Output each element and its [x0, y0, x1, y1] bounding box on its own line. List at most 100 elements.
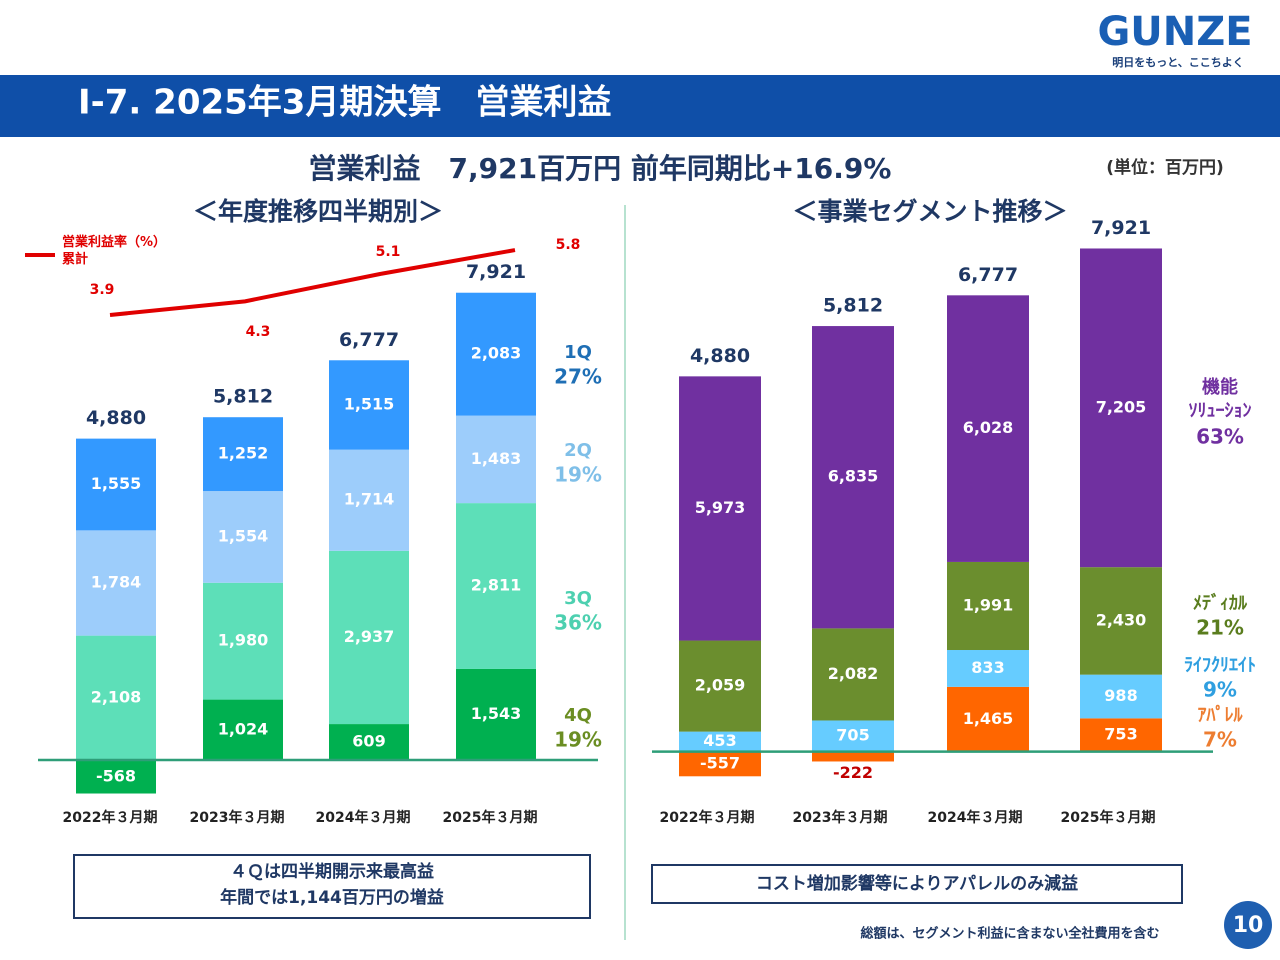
ratio-label: 5.1	[376, 244, 401, 260]
segment-label: 1,483	[471, 449, 522, 468]
legend-share: 19%	[554, 463, 602, 487]
bar-segment	[203, 582, 283, 700]
segment-label: 833	[971, 658, 1004, 677]
legend-share: 9%	[1203, 678, 1237, 702]
bar-segment	[76, 438, 156, 531]
legend-label: 2Q	[564, 440, 592, 461]
bar-segment	[203, 491, 283, 583]
note-box	[651, 864, 1183, 904]
segment-label: 609	[352, 732, 385, 751]
total-label: 6,777	[339, 329, 399, 351]
bar-segment	[329, 449, 409, 551]
note-line: コスト増加影響等によりアパレルのみ減益	[756, 873, 1078, 894]
bar-segment	[812, 628, 894, 721]
segment-label: 2,430	[1096, 610, 1147, 629]
note-box	[73, 854, 591, 919]
legend-label: ﾒﾃﾞｨｶﾙ	[1193, 592, 1248, 614]
bar-segment	[679, 640, 761, 732]
bar-segment	[947, 650, 1029, 687]
segment-label: 6,835	[828, 467, 879, 486]
legend-share: 7%	[1203, 728, 1237, 752]
ratio-label: 5.8	[556, 237, 581, 253]
segment-label: 5,973	[695, 498, 746, 517]
segment-label: 2,108	[91, 687, 142, 706]
bar-segment	[679, 731, 761, 752]
bar-segment	[76, 760, 156, 794]
legend-label: 1Q	[564, 342, 592, 363]
bar-segment	[1080, 718, 1162, 752]
total-label: 5,812	[823, 295, 883, 317]
summary: 営業利益 7,921百万円 前年同期比+16.9%	[309, 152, 892, 185]
segment-label: 2,082	[828, 664, 879, 683]
x-tick-label: 2023年３月期	[190, 809, 285, 826]
bar-segment	[947, 295, 1029, 562]
bar-segment	[76, 635, 156, 760]
bar-segment	[1080, 567, 1162, 675]
bar-segment	[812, 751, 894, 762]
segment-label: 2,937	[344, 627, 395, 646]
segment-label: 453	[703, 731, 736, 750]
bar-segment	[329, 724, 409, 760]
unit: (単位：百万円)	[1106, 157, 1224, 178]
segment-label: -557	[700, 753, 740, 772]
page-number: 10	[1233, 913, 1264, 938]
ratio-line	[109, 248, 516, 318]
total-label: 4,880	[86, 407, 146, 429]
bar-segment	[456, 415, 536, 504]
legend-share: 19%	[554, 728, 602, 752]
bar-segment	[947, 686, 1029, 752]
segment-label: 1,543	[471, 704, 522, 723]
bar-segment	[1080, 674, 1162, 719]
segment-label: 1,024	[218, 719, 269, 738]
text-line: 累計	[62, 250, 88, 266]
segment-label: 1,555	[91, 474, 142, 493]
legend-label: 3Q	[564, 588, 592, 609]
x-tick-label: 2024年３月期	[316, 809, 411, 826]
segment-label: 1,991	[963, 595, 1014, 614]
total-label: 7,921	[1091, 217, 1151, 239]
segment-label: 753	[1104, 725, 1137, 744]
right-subtitle: ＜事業セグメント推移＞	[792, 197, 1067, 226]
x-tick-label: 2023年３月期	[793, 809, 888, 826]
note-line: 年間では1,144百万円の増益	[220, 887, 444, 908]
text-line: 機能	[1202, 376, 1238, 398]
segment-label: 2,059	[695, 676, 746, 695]
bar-segment	[679, 376, 761, 641]
ratio-label: 3.9	[90, 282, 115, 298]
bar-segment	[679, 751, 761, 777]
segment-label: 1,465	[963, 709, 1014, 728]
x-tick-label: 2024年３月期	[928, 809, 1023, 826]
legend-share: 21%	[1196, 616, 1244, 640]
bar-segment	[812, 720, 894, 752]
segment-label: 705	[836, 726, 869, 745]
legend-label: 営業利益率（%）累計	[62, 234, 166, 267]
footnote: 総額は、セグメント利益に含まない全社費用を含む	[860, 926, 1159, 942]
note-line: ４Ｑは四半期開示来最高益	[230, 861, 434, 882]
legend-share: 27%	[554, 365, 602, 389]
segment-label: 2,811	[471, 576, 522, 595]
segment-label: 1,784	[91, 573, 142, 592]
bar-segment	[456, 503, 536, 669]
segment-label: -222	[833, 763, 873, 782]
segment-label: 988	[1104, 686, 1137, 705]
x-tick-label: 2022年３月期	[63, 809, 158, 826]
segment-label: 6,028	[963, 418, 1014, 437]
x-tick-label: 2025年３月期	[1061, 809, 1156, 826]
logo: GUNZE	[1097, 9, 1252, 55]
text-line: ｿﾘｭｰｼｮﾝ	[1189, 400, 1252, 421]
segment-label: 1,515	[344, 394, 395, 413]
legend-label: 機能ｿﾘｭｰｼｮﾝ	[1189, 376, 1252, 421]
bar-segment	[456, 668, 536, 760]
bar-segment	[203, 417, 283, 492]
legend-share: 36%	[554, 611, 602, 635]
segment-label: 1,252	[218, 444, 269, 463]
title-band	[0, 75, 1280, 137]
left-subtitle: ＜年度推移四半期別＞	[193, 197, 443, 226]
bar-segment	[329, 360, 409, 450]
bar-segment	[76, 530, 156, 636]
ratio-label: 4.3	[246, 324, 271, 340]
bar-segment	[329, 550, 409, 725]
total-label: 7,921	[466, 261, 526, 283]
segment-label: 1,714	[344, 490, 395, 509]
